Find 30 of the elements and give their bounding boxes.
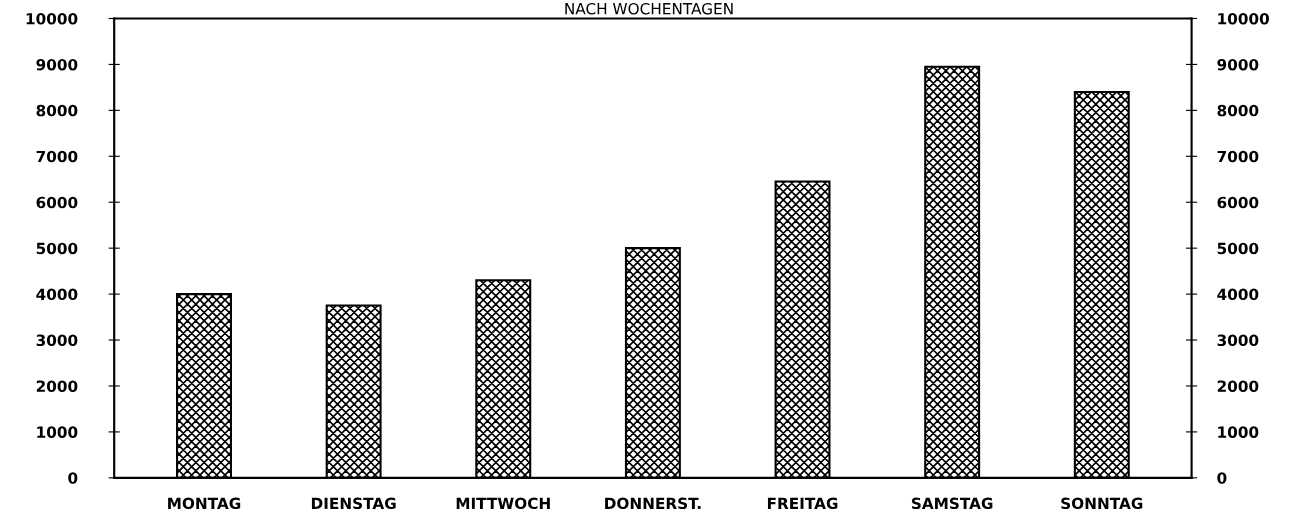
y-tick-label: 2000 [36,380,78,392]
y-tick-label: 8000 [36,104,78,117]
y-tick-label: 3000 [36,334,78,347]
y2-tick-label: 6000 [1217,196,1259,209]
y-tick-label: 1000 [37,426,78,438]
y2-tick-label: 7000 [1217,150,1259,163]
y2-tick-label: 5000 [1217,242,1259,255]
y2-tick-label: 3000 [1217,334,1259,347]
y2-tick-label: 9000 [1217,58,1259,71]
x-tick-label: MITTWOCH [456,497,550,510]
y-tick-label: 9000 [36,58,78,71]
y-tick-label: 6000 [36,196,78,209]
x-tick-label: SONNTAG [1061,497,1143,510]
y2-tick-label: 4000 [1217,288,1259,301]
y-tick-label: 7000 [36,150,78,163]
chart-title: NACH WOCHENTAGEN [565,2,733,15]
y2-tick-label: 1000 [1218,426,1259,438]
x-tick-label: DONNERST. [605,497,701,510]
x-tick-label: FREITAG [767,497,838,510]
y-tick-label: 10000 [26,12,78,25]
y2-tick-label: 0 [1217,472,1227,484]
x-tick-label: SAMSTAG [911,497,993,510]
y2-tick-label: 8000 [1217,104,1259,117]
y-tick-label: 5000 [36,242,78,255]
y-tick-label: 0 [68,472,78,484]
x-tick-label: DIENSTAG [311,497,396,510]
y2-tick-label: 2000 [1217,380,1259,392]
y-tick-label: 4000 [36,288,78,301]
x-tick-label: MONTAG [168,497,241,510]
y2-tick-label: 10000 [1218,12,1269,25]
